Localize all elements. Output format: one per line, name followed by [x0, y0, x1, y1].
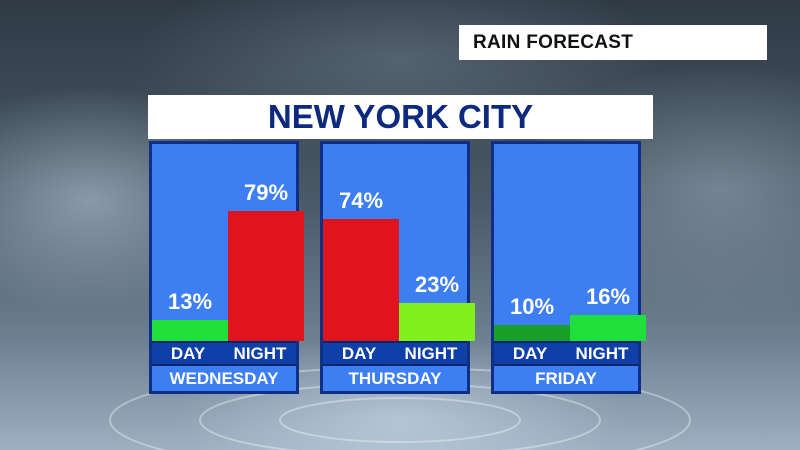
period-label-night: NIGHT — [575, 344, 629, 363]
bar-friday-night — [570, 315, 646, 341]
city-title: NEW YORK CITY — [267, 98, 534, 135]
period-labels-row: DAY NIGHT — [323, 341, 467, 366]
day-panel-thursday: 74% 23% DAY NIGHT THURSDAY — [320, 141, 475, 394]
value-label-wednesday-day: 13% — [167, 289, 213, 314]
bar-thursday-day — [323, 219, 399, 341]
day-label-friday: FRIDAY — [494, 366, 638, 391]
period-label-day: DAY — [341, 344, 377, 363]
day-panel-wednesday: 13% 79% DAY NIGHT WEDNESDAY — [149, 141, 304, 394]
value-label-thursday-day: 74% — [338, 188, 384, 213]
city-title-box: NEW YORK CITY — [148, 95, 653, 139]
day-label-wednesday: WEDNESDAY — [152, 366, 296, 391]
bar-wednesday-night — [228, 211, 304, 341]
period-label-night: NIGHT — [233, 344, 287, 363]
day-label-thursday: THURSDAY — [323, 366, 467, 391]
bar-wednesday-day — [152, 320, 228, 341]
value-label-friday-night: 16% — [585, 284, 631, 309]
header-label: RAIN FORECAST — [473, 31, 634, 53]
period-label-night: NIGHT — [404, 344, 458, 363]
day-panel-friday: 10% 16% DAY NIGHT FRIDAY — [491, 141, 646, 394]
rain-forecast-header: RAIN FORECAST — [459, 25, 767, 60]
value-label-wednesday-night: 79% — [243, 180, 289, 205]
bar-friday-day — [494, 325, 570, 341]
value-label-thursday-night: 23% — [414, 272, 460, 297]
period-labels-row: DAY NIGHT — [152, 341, 296, 366]
period-label-day: DAY — [170, 344, 206, 363]
period-labels-row: DAY NIGHT — [494, 341, 638, 366]
value-label-friday-day: 10% — [509, 294, 555, 319]
bar-thursday-night — [399, 303, 475, 341]
period-label-day: DAY — [512, 344, 548, 363]
